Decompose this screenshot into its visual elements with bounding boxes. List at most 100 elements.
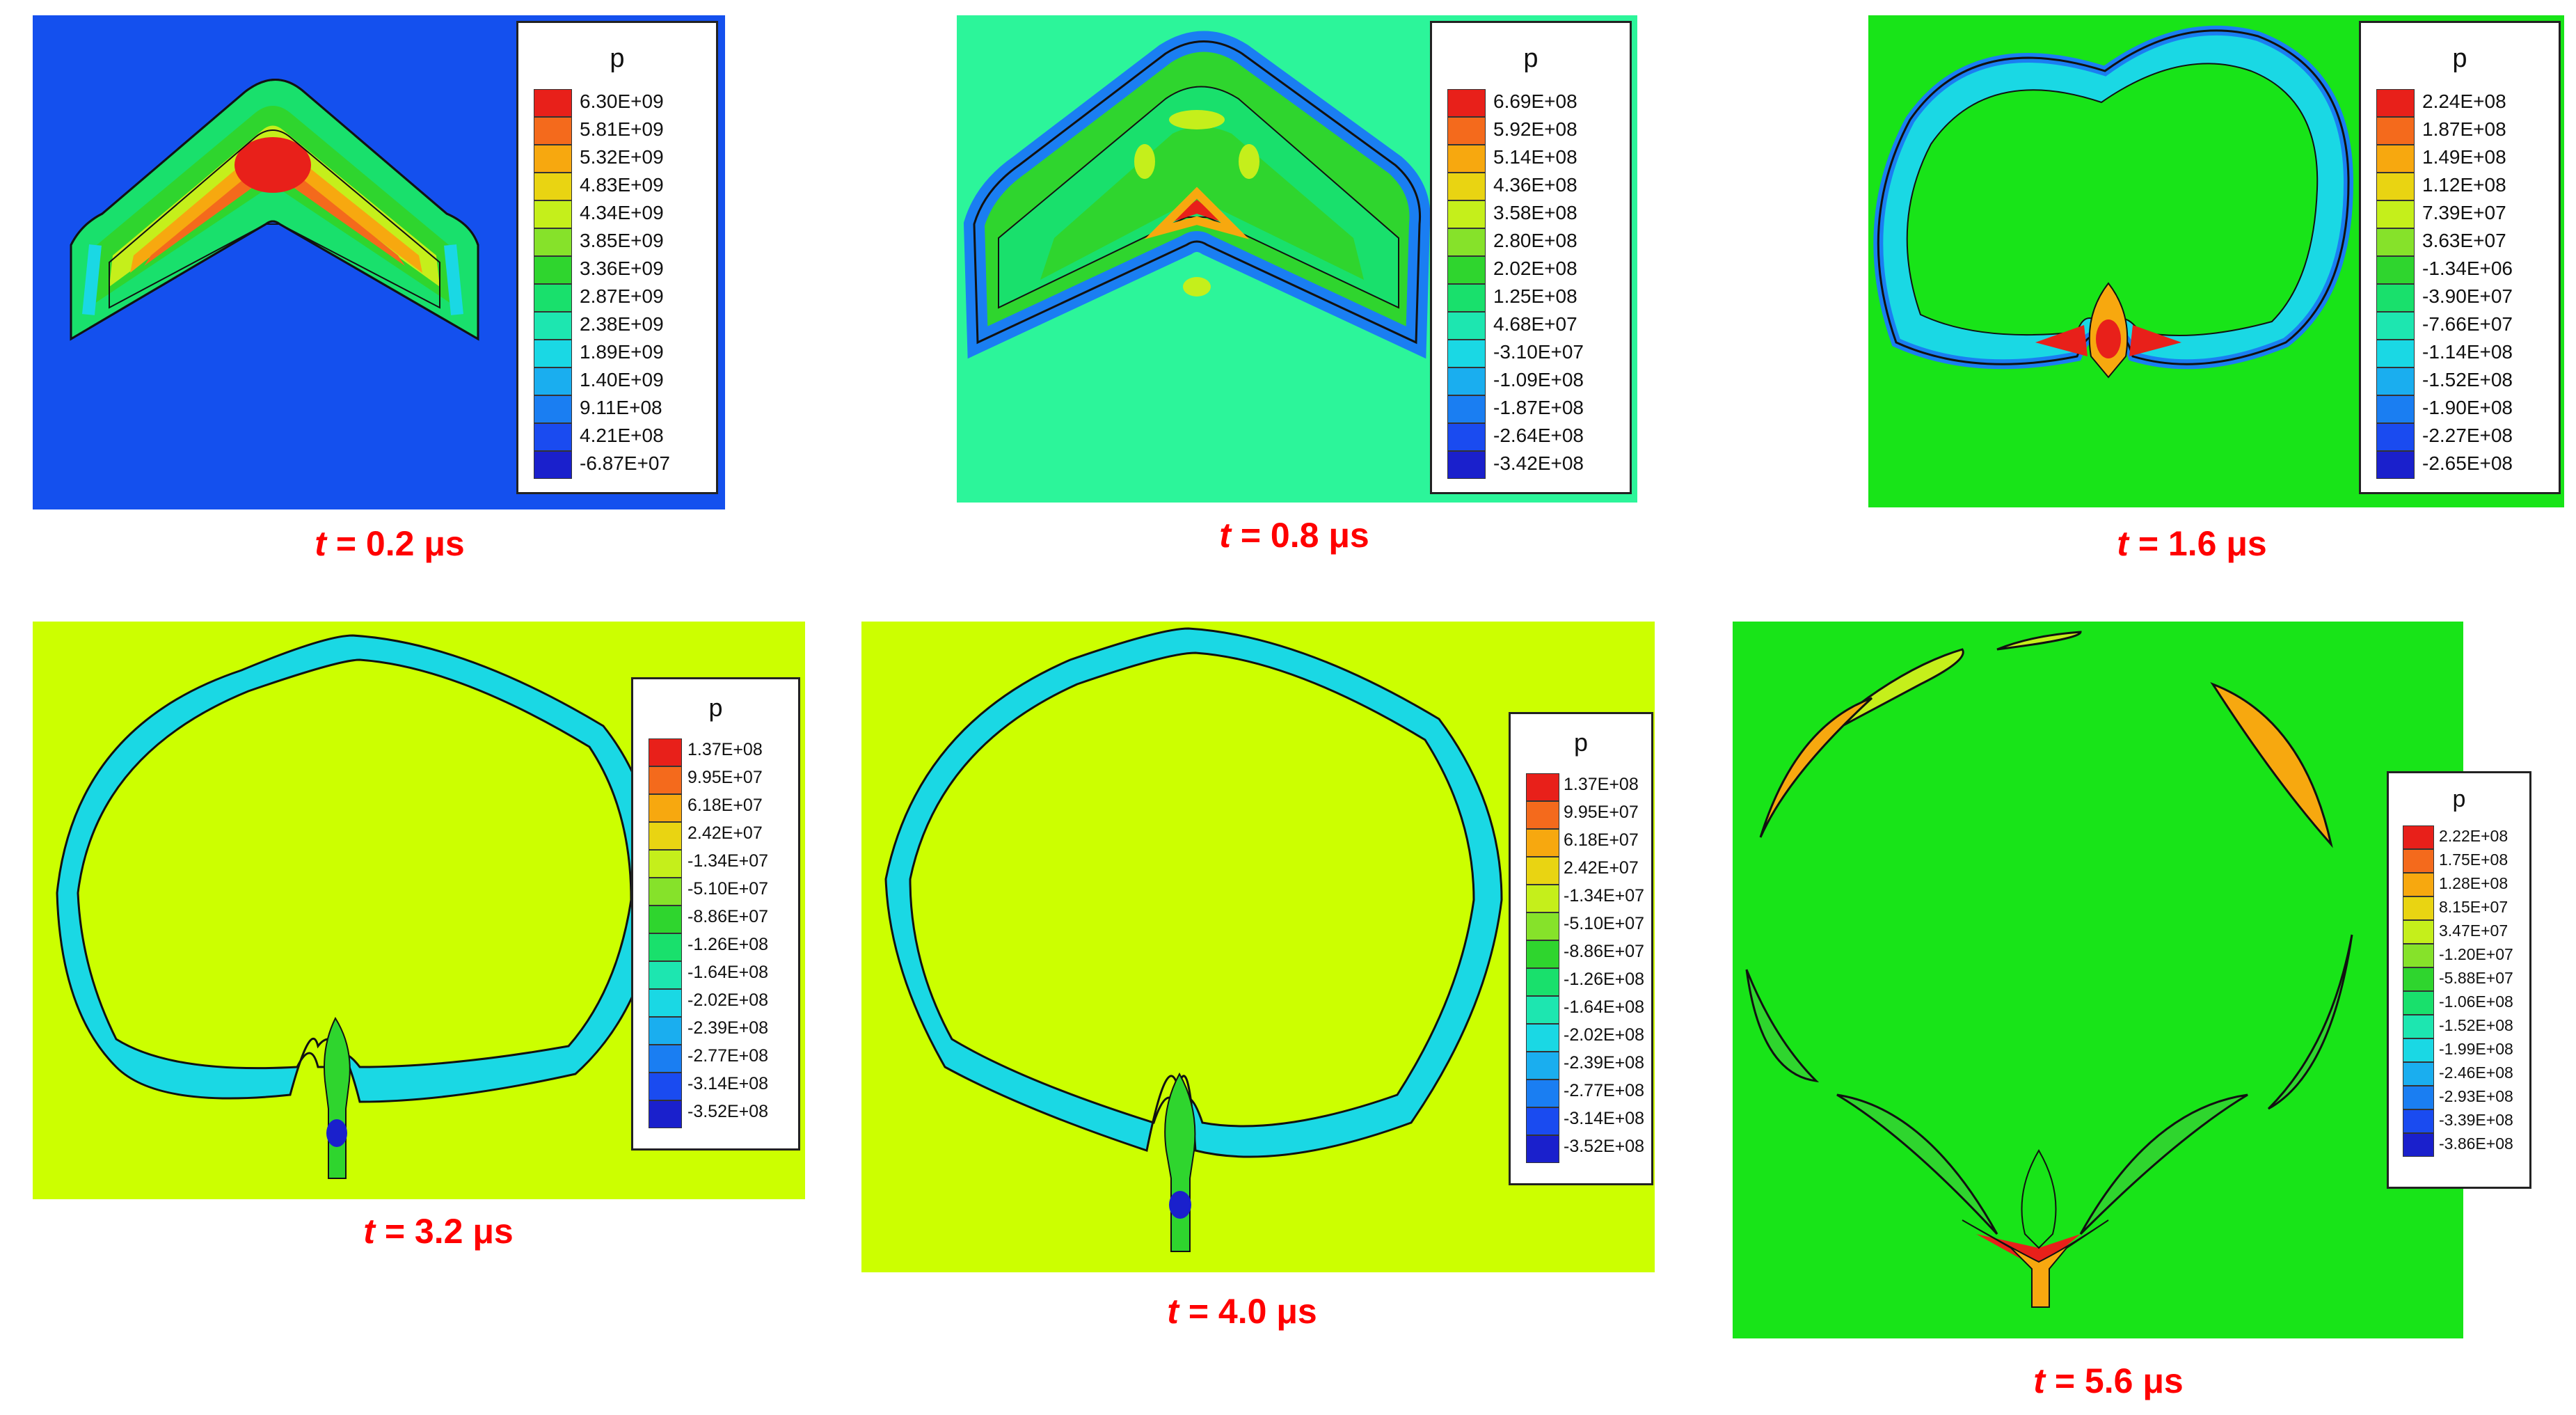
legend-swatch [1447,200,1486,228]
legend-swatch [649,1073,682,1100]
legend-label: -1.87E+08 [1493,397,1584,418]
caption-6: t = 5.6 μs [2033,1361,2184,1400]
legend-swatch [1447,451,1486,479]
legend-swatch [649,794,682,822]
panel-3: p 2.24E+08 1.87E+08 1.49E+08 1.12E+08 7.39E+0… [1868,15,2564,507]
legend-swatch [1447,228,1486,256]
legend-swatch [1526,940,1559,968]
legend-swatch [534,340,572,367]
legend-swatch [534,200,572,228]
legend-label: -2.64E+08 [1493,425,1584,446]
legend-label: -1.34E+06 [2422,258,2513,279]
legend-swatch [534,228,572,256]
legend-swatch [649,822,682,850]
legend-swatch [534,367,572,395]
legend-swatch [534,173,572,200]
legend-swatch [649,878,682,906]
legend-swatch [1526,773,1559,801]
legend-label: 2.87E+09 [580,285,664,307]
legend-swatch [2403,920,2434,944]
legend-swatch [1447,256,1486,284]
legend-label: 1.37E+08 [1564,775,1639,794]
panel-5: p 1.37E+08 9.95E+07 6.18E+07 2.42E+07 -1.34E+… [861,622,1655,1272]
legend-swatch [534,117,572,145]
legend-swatch [1447,312,1486,340]
legend-swatch [1526,968,1559,996]
legend-label: -2.46E+08 [2439,1064,2513,1082]
legend-label: -3.42E+08 [1493,452,1584,474]
panel-6: p 2.22E+08 1.75E+08 1.28E+08 8.15E+07 3.47E+0… [1733,622,2531,1338]
legend-swatch [2376,451,2415,479]
pressure-field-6 [1733,622,2463,1338]
legend-label: -1.64E+08 [687,963,769,982]
legend-2: p 6.69E+08 5.92E+08 5.14E+08 4.36E+08 3.58E+0… [1430,21,1632,494]
legend-swatch [534,395,572,423]
legend-swatch [534,256,572,284]
legend-swatch [534,284,572,312]
legend-swatch [2376,367,2415,395]
legend-title: p [1573,728,1589,757]
legend-label: -2.27E+08 [2422,425,2513,446]
legend-label: 9.95E+07 [1564,803,1639,822]
legend-label: -3.14E+08 [687,1074,769,1093]
legend-swatch [2403,873,2434,896]
legend-label: -3.86E+08 [2439,1135,2513,1153]
legend-label: -1.64E+08 [1564,997,1645,1017]
legend-label: -1.20E+07 [2439,945,2513,963]
legend-label: 4.21E+08 [580,425,664,446]
legend-swatch [2376,395,2415,423]
legend-swatch [2403,825,2434,849]
legend-swatch [2403,849,2434,873]
legend-label: 5.14E+08 [1493,146,1577,168]
legend-label: -1.34E+07 [1564,886,1645,906]
legend-label: 1.28E+08 [2439,874,2509,892]
legend-swatch [649,933,682,961]
legend-label: -2.93E+08 [2439,1087,2513,1105]
legend-label: 5.32E+09 [580,146,664,168]
legend-swatch [2376,256,2415,284]
legend-swatch [1447,284,1486,312]
legend-label: -3.52E+08 [1564,1137,1645,1156]
legend-label: -2.77E+08 [687,1046,769,1066]
legend-label: -5.88E+07 [2439,969,2513,987]
legend-swatch [534,451,572,479]
legend-swatch [1447,145,1486,173]
legend-swatch [2376,145,2415,173]
legend-swatch [2376,312,2415,340]
legend-3: p 2.24E+08 1.87E+08 1.49E+08 1.12E+08 7.39E+0… [2359,21,2561,494]
legend-label: 7.39E+07 [2422,202,2506,223]
legend-label: -6.87E+07 [580,452,670,474]
legend-swatch [1447,395,1486,423]
legend-swatch [1526,912,1559,940]
legend-label: 4.34E+09 [580,202,664,223]
legend-swatch [2403,991,2434,1015]
legend-label: 8.15E+07 [2439,898,2509,916]
legend-swatch [1526,829,1559,857]
caption-2: t = 0.8 μs [1219,516,1369,555]
legend-swatch [649,766,682,794]
legend-label: -1.52E+08 [2439,1016,2513,1034]
legend-swatch [1526,1107,1559,1135]
legend-label: -8.86E+07 [687,907,769,926]
legend-label: -3.52E+08 [687,1102,769,1121]
legend-label: -2.65E+08 [2422,452,2513,474]
legend-swatch [1526,1080,1559,1107]
legend-swatch [1526,885,1559,912]
legend-label: -1.34E+07 [687,851,769,871]
legend-label: -1.52E+08 [2422,369,2513,390]
legend-6: p 2.22E+08 1.75E+08 1.28E+08 8.15E+07 3.47E+0… [2387,771,2531,1189]
legend-swatch [2403,1015,2434,1038]
legend-label: 5.81E+09 [580,118,664,140]
legend-4: p 1.37E+08 9.95E+07 6.18E+07 2.42E+07 -1.34E+… [631,677,800,1151]
legend-swatch [2376,89,2415,117]
legend-label: 1.89E+09 [580,341,664,363]
legend-swatch [1447,173,1486,200]
legend-swatch [2376,284,2415,312]
legend-label: 2.38E+09 [580,313,664,335]
legend-swatch [534,89,572,117]
legend-label: 4.83E+09 [580,174,664,196]
legend-label: 3.63E+07 [2422,230,2506,251]
legend-swatch [1447,89,1486,117]
legend-swatch [2376,173,2415,200]
legend-swatch [649,1100,682,1128]
